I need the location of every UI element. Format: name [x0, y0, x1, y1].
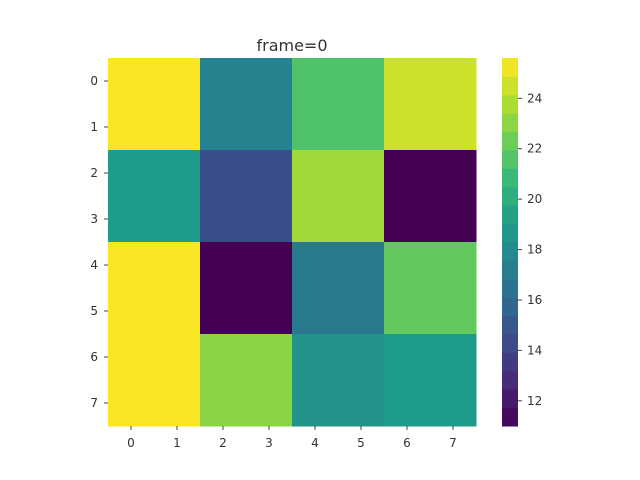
colorbar-tick-label: 18	[527, 243, 542, 257]
colorbar-tick-label: 12	[527, 394, 542, 408]
colorbar-band	[502, 58, 518, 77]
colorbar-tick-label: 14	[527, 343, 542, 357]
heatmap-cell	[292, 334, 385, 427]
colorbar-band	[502, 260, 518, 280]
colorbar-band	[502, 150, 518, 169]
y-axis-ticks: 0 1 2 3 4 5 6 7	[90, 74, 108, 410]
colorbar-band	[502, 168, 518, 188]
heatmap-cell	[384, 150, 477, 243]
heatmap-cell	[108, 150, 201, 243]
heatmap-cell	[292, 58, 385, 151]
colorbar-tick-label: 16	[527, 293, 542, 307]
colorbar-tick-label: 24	[527, 91, 542, 105]
y-tick-label: 2	[90, 166, 98, 180]
x-tick-label: 4	[311, 436, 319, 450]
heatmap-cell	[384, 242, 477, 335]
x-tick-label: 2	[219, 436, 227, 450]
heatmap-cell	[200, 334, 293, 427]
heatmap-cell	[200, 150, 293, 243]
heatmap-cell	[292, 150, 385, 243]
colorbar-band	[502, 76, 518, 96]
x-tick-label: 0	[127, 436, 135, 450]
y-tick-label: 3	[90, 212, 98, 226]
heatmap-cells	[108, 58, 477, 427]
colorbar-band	[502, 223, 518, 243]
colorbar-band	[502, 334, 518, 353]
x-tick-label: 5	[357, 436, 365, 450]
colorbar-band	[502, 389, 518, 409]
heatmap-cell	[108, 334, 201, 427]
x-axis-ticks: 0 1 2 3 4 5 6 7	[127, 426, 457, 450]
y-tick-label: 4	[90, 258, 98, 272]
y-tick-label: 5	[90, 304, 98, 318]
colorbar-band	[502, 94, 518, 114]
heatmap-cell	[200, 242, 293, 335]
colorbar-band	[502, 113, 518, 133]
y-tick-label: 7	[90, 396, 98, 410]
heatmap-cell	[384, 334, 477, 427]
colorbar: 12 14 16 18 20 22 24	[502, 58, 542, 427]
heatmap-cell	[108, 58, 201, 151]
y-tick-label: 6	[90, 350, 98, 364]
heatmap-cell	[108, 242, 201, 335]
colorbar-band	[502, 131, 518, 151]
colorbar-band	[502, 278, 518, 298]
colorbar-band	[502, 370, 518, 390]
colorbar-band	[502, 242, 518, 261]
y-tick-label: 1	[90, 120, 98, 134]
x-tick-label: 1	[173, 436, 181, 450]
heatmap-cell	[200, 58, 293, 151]
colorbar-band	[502, 205, 518, 225]
colorbar-band	[502, 407, 518, 427]
colorbar-tick-label: 22	[527, 142, 542, 156]
colorbar-band	[502, 315, 518, 335]
colorbar-tick-label: 20	[527, 192, 542, 206]
y-tick-label: 0	[90, 74, 98, 88]
colorbar-band	[502, 186, 518, 206]
chart-title: frame=0	[256, 36, 327, 55]
heatmap-cell	[292, 242, 385, 335]
heatmap-cell	[384, 58, 477, 151]
x-tick-label: 6	[403, 436, 411, 450]
colorbar-band	[502, 352, 518, 372]
x-tick-label: 3	[265, 436, 273, 450]
colorbar-band	[502, 297, 518, 317]
x-tick-label: 7	[449, 436, 457, 450]
